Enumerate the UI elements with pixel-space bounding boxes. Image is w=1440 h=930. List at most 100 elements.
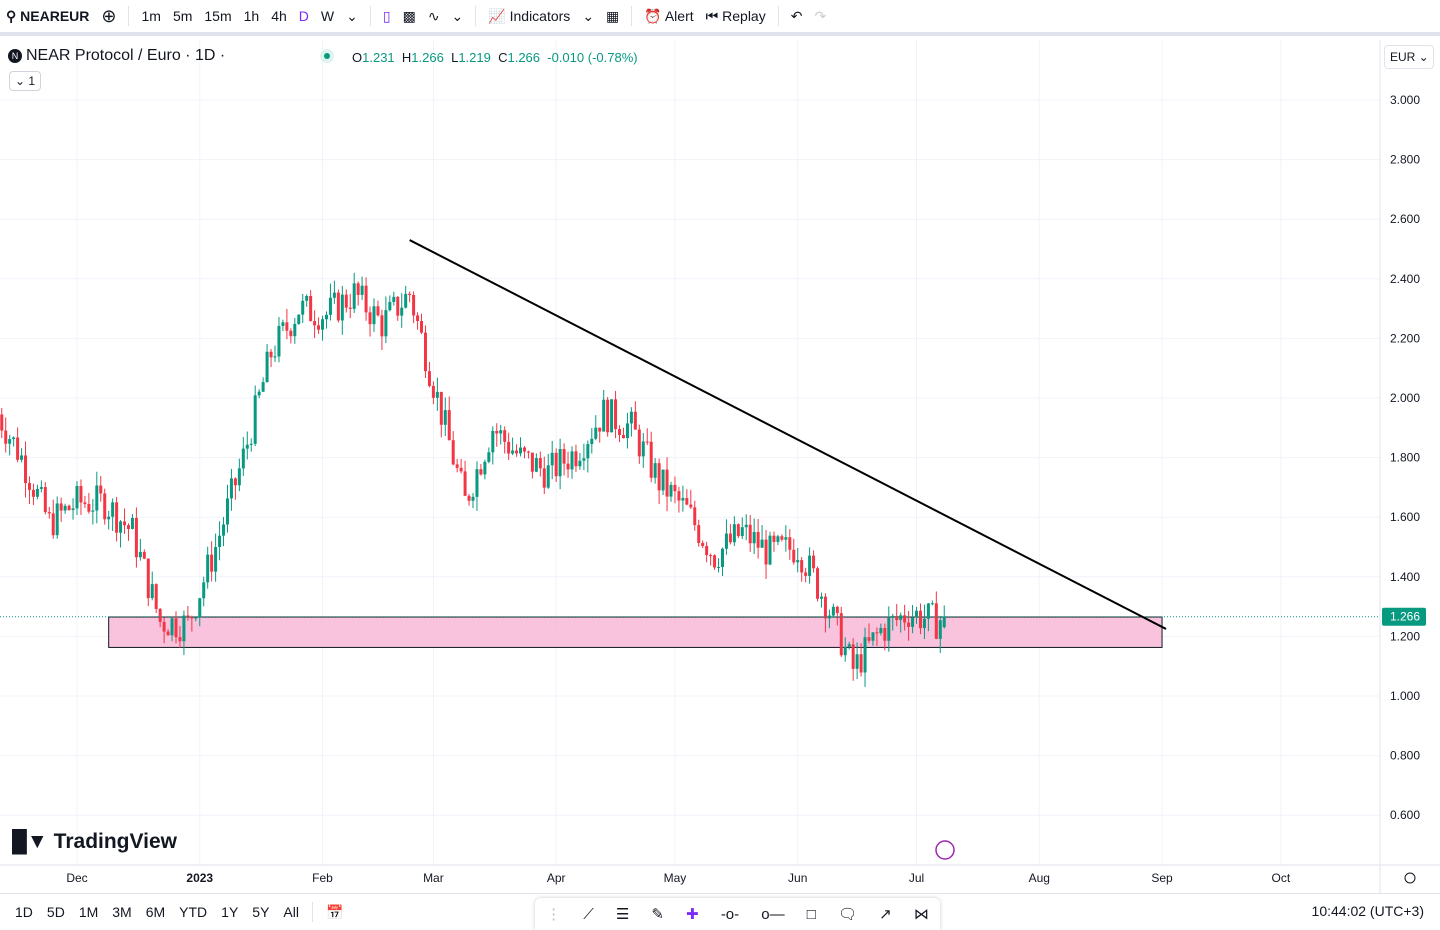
candle-body — [328, 297, 332, 315]
candle-body — [677, 491, 681, 501]
low-value: 1.219 — [458, 50, 491, 65]
candle-body — [71, 508, 75, 511]
price-chart[interactable]: Dec 2023 Feb Mar Apr May Jun Jul Aug Sep Oct 3.000 2… — [0, 40, 1440, 893]
candle-body — [915, 610, 919, 618]
candle-body — [20, 455, 24, 460]
range-YTD[interactable]: YTD — [179, 904, 208, 920]
candle-body — [55, 503, 59, 536]
horizontal-line-icon[interactable]: o— — [761, 905, 785, 923]
candle-body — [277, 325, 281, 357]
path-icon[interactable]: ↗ — [879, 906, 892, 923]
y-tick-label: 3.000 — [1390, 93, 1420, 107]
bars-style-icon[interactable]: ▩ — [402, 7, 416, 24]
candle-body — [554, 452, 558, 477]
candle-body — [673, 484, 677, 492]
replay-button[interactable]: ⏮ Replay — [705, 7, 766, 24]
range-1M[interactable]: 1M — [78, 904, 99, 920]
indicators-button[interactable]: 📈 Indicators — [488, 7, 571, 24]
chevron-down-icon[interactable]: ⌄ — [582, 7, 595, 24]
close-value: 1.266 — [507, 50, 541, 65]
interval-D[interactable]: D — [298, 8, 309, 24]
currency-select[interactable]: EUR ⌄ — [1384, 45, 1434, 69]
x-tick-label: Mar — [423, 871, 444, 885]
range-3M[interactable]: 3M — [112, 904, 132, 920]
brush-icon[interactable]: ✎ — [651, 906, 664, 923]
candle-body — [281, 322, 285, 326]
fib-icon[interactable]: ☰ — [615, 906, 630, 923]
candle-body — [887, 617, 891, 641]
undo-icon[interactable]: ↶ — [790, 7, 803, 24]
interval-1h[interactable]: 1h — [243, 8, 260, 24]
line-chart-icon[interactable]: ∿ — [427, 7, 440, 24]
ohlc-values: O1.231 H1.266 L1.219 C1.266 -0.010 (-0.7… — [352, 50, 638, 65]
crosshair-icon[interactable]: ✚ — [686, 906, 699, 923]
candles-icon[interactable]: ▯ — [382, 7, 391, 24]
y-tick-label: 1.000 — [1390, 689, 1420, 703]
candle-body — [728, 533, 732, 543]
candle-body — [459, 467, 463, 472]
range-5D[interactable]: 5D — [46, 904, 65, 920]
candle-body — [198, 598, 202, 618]
clock[interactable]: 10:44:02 (UTC+3) — [1311, 903, 1424, 919]
candle-body — [566, 463, 570, 470]
candle-body — [344, 294, 348, 308]
callout-icon[interactable]: 🗨 — [837, 906, 857, 923]
candle-body — [645, 441, 649, 443]
change-value: -0.010 (-0.78%) — [547, 50, 638, 65]
chevron-down-icon[interactable]: ⌄ — [346, 7, 358, 24]
horizontal-ray-icon[interactable]: -o- — [720, 905, 740, 923]
y-tick-label: 0.800 — [1390, 749, 1420, 763]
range-All[interactable]: All — [283, 904, 299, 920]
candle-body — [123, 521, 127, 526]
o-label: O — [352, 50, 363, 65]
drag-handle-icon[interactable]: ⋮ — [546, 906, 562, 923]
candle-body — [748, 524, 752, 544]
candle-body — [83, 502, 87, 505]
y-tick-label: 0.600 — [1390, 808, 1420, 822]
redo-icon[interactable]: ↷ — [814, 7, 827, 24]
trend-line — [409, 239, 1167, 630]
interval-1m[interactable]: 1m — [141, 8, 161, 24]
symbol-search[interactable]: ⚲ NEAREUR — [6, 7, 90, 24]
alert-button[interactable]: ⏰ Alert — [644, 7, 694, 24]
collapse-indicators-button[interactable]: ⌄ 1 — [9, 71, 41, 91]
candle-body — [79, 486, 83, 503]
layouts-icon[interactable]: ▦ — [606, 7, 620, 24]
candle-body — [776, 536, 780, 542]
range-6M[interactable]: 6M — [145, 904, 166, 920]
candle-body — [542, 468, 546, 488]
rectangle-icon[interactable]: □ — [806, 905, 816, 923]
last-price-label: 1.266 — [1390, 610, 1420, 624]
candle-body — [724, 533, 728, 549]
candle-body — [150, 584, 154, 599]
interval-4h[interactable]: 4h — [271, 8, 287, 24]
interval-15m[interactable]: 15m — [204, 8, 232, 24]
candle-body — [487, 452, 491, 462]
compare-icon[interactable]: ⊕ — [101, 5, 117, 26]
date-range-icon[interactable]: 📅 — [325, 903, 344, 920]
pattern-icon[interactable]: ⋈ — [913, 906, 929, 923]
candle-body — [8, 439, 12, 444]
range-1Y[interactable]: 1Y — [221, 904, 239, 920]
candle-body — [404, 293, 408, 308]
x-tick-label: Oct — [1272, 871, 1291, 885]
interval-W[interactable]: W — [320, 8, 335, 24]
market-status-icon[interactable] — [320, 49, 334, 63]
range-5Y[interactable]: 5Y — [252, 904, 270, 920]
chevron-down-icon[interactable]: ⌄ — [451, 7, 464, 24]
interval-5m[interactable]: 5m — [172, 8, 193, 24]
range-1D[interactable]: 1D — [15, 904, 33, 920]
candle-body — [918, 610, 922, 629]
trend-line-icon[interactable]: ⟋ — [583, 905, 594, 923]
candle-body — [871, 632, 875, 641]
symbol-label: NEAREUR — [20, 7, 90, 24]
candle-body — [186, 615, 190, 617]
divider — [128, 6, 130, 26]
candle-body — [91, 510, 95, 512]
candle-body — [360, 285, 364, 295]
c-label: C — [498, 50, 508, 65]
y-tick-label: 2.400 — [1390, 272, 1420, 286]
tradingview-logo[interactable]: █▼ TradingView — [12, 830, 177, 854]
candle-body — [356, 283, 360, 295]
candle-body — [586, 444, 590, 459]
